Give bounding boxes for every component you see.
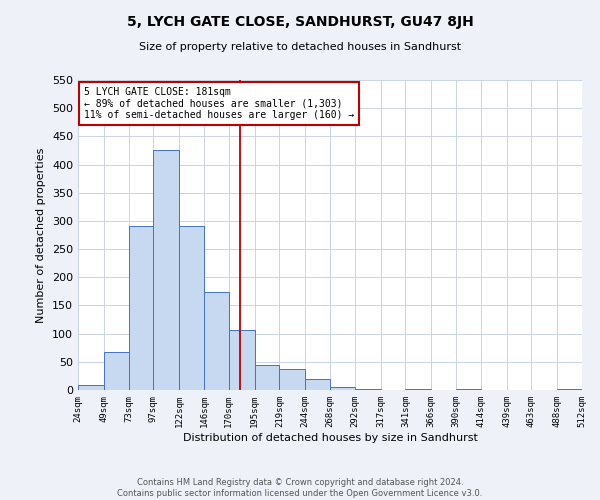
Bar <box>78 386 104 390</box>
Text: Size of property relative to detached houses in Sandhurst: Size of property relative to detached ho… <box>139 42 461 52</box>
Y-axis label: Number of detached properties: Number of detached properties <box>37 148 46 322</box>
Bar <box>179 226 204 390</box>
Bar <box>104 352 128 390</box>
Bar <box>128 226 154 390</box>
Bar <box>557 389 582 390</box>
Text: 5 LYCH GATE CLOSE: 181sqm
← 89% of detached houses are smaller (1,303)
11% of se: 5 LYCH GATE CLOSE: 181sqm ← 89% of detac… <box>84 87 355 120</box>
Bar <box>154 150 179 390</box>
Bar <box>254 365 280 390</box>
Bar <box>280 368 305 390</box>
X-axis label: Distribution of detached houses by size in Sandhurst: Distribution of detached houses by size … <box>182 432 478 442</box>
Text: 5, LYCH GATE CLOSE, SANDHURST, GU47 8JH: 5, LYCH GATE CLOSE, SANDHURST, GU47 8JH <box>127 15 473 29</box>
Bar <box>229 330 254 390</box>
Text: Contains HM Land Registry data © Crown copyright and database right 2024.
Contai: Contains HM Land Registry data © Crown c… <box>118 478 482 498</box>
Bar <box>204 292 229 390</box>
Bar <box>305 378 330 390</box>
Bar <box>330 387 355 390</box>
